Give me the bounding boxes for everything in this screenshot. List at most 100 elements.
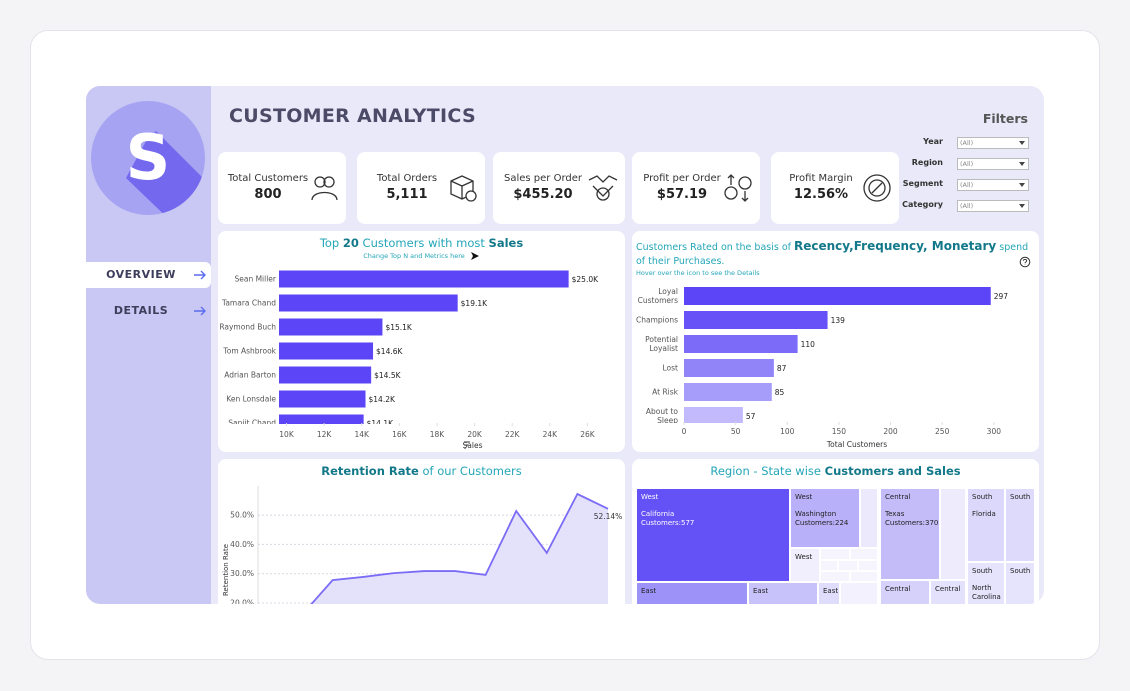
chart-title: Top 20 Customers with most Sales xyxy=(218,236,625,250)
chevron xyxy=(1019,204,1025,208)
page-title: CUSTOMER ANALYTICS xyxy=(229,105,476,127)
cell-state: Florida xyxy=(972,510,996,518)
subtitle-text: Hover over the icon to see the Details xyxy=(636,269,760,277)
bar-value-label: $19.1K xyxy=(461,299,488,308)
bar-value-label: $25.0K xyxy=(572,275,599,284)
bar xyxy=(279,270,569,288)
dropdown-chevron xyxy=(1019,141,1025,145)
filter-value: (All) xyxy=(960,202,974,210)
treemap-cell[interactable]: South North Carolina xyxy=(967,562,1005,604)
category-label: Tom Ashbrook xyxy=(223,346,276,356)
chevron xyxy=(1019,141,1025,145)
title-part: Sales xyxy=(488,236,524,250)
sidebar: S OVERVIEW DETAILS xyxy=(86,86,211,604)
arrow-icon xyxy=(194,306,206,316)
x-tick-label: 0 xyxy=(682,427,687,436)
nav-item[interactable]: OVERVIEW xyxy=(86,262,211,288)
treemap-cell[interactable]: East xyxy=(748,582,818,604)
nav: OVERVIEW DETAILS xyxy=(86,86,211,386)
filter-label: Segment xyxy=(902,179,943,188)
treemap-cell[interactable]: West California Customers:577 xyxy=(636,488,790,582)
treemap-cell-empty xyxy=(860,488,878,548)
category-label: Sanjit Chand xyxy=(228,418,276,425)
treemap-cell-empty xyxy=(820,548,850,560)
icon-part xyxy=(311,191,338,201)
treemap-cell[interactable]: South xyxy=(1005,562,1035,604)
filter-dropdown[interactable]: (All) xyxy=(957,158,1029,170)
x-tick-label: 22K xyxy=(505,430,521,439)
filter-dropdown[interactable]: (All) xyxy=(957,137,1029,149)
cell-region: East xyxy=(753,587,769,595)
x-tick-label: 200 xyxy=(883,427,898,436)
treemap-cell[interactable]: East xyxy=(818,582,840,604)
treemap-cell[interactable]: East xyxy=(636,582,748,604)
bar xyxy=(279,318,383,336)
treemap-cell[interactable]: Central Texas Customers:370 xyxy=(880,488,940,580)
kpi-label: Total Customers xyxy=(227,173,309,184)
help-mark xyxy=(1022,259,1028,265)
plot-area: 297 139 110 87 85 57 Loyal Customers Champions P… xyxy=(632,231,1039,423)
cell-region: Central xyxy=(935,585,961,593)
bar-value-label: 139 xyxy=(831,316,846,325)
help-icon[interactable] xyxy=(1019,256,1031,268)
logo-letter: S xyxy=(126,121,171,194)
bar-value-label: 297 xyxy=(994,292,1009,301)
bar-value-label: $14.2K xyxy=(369,395,396,404)
icon-part xyxy=(727,174,749,202)
filter-dropdown[interactable]: (All) xyxy=(957,179,1029,191)
cell-label: Customers:370 xyxy=(885,519,939,527)
treemap-cell[interactable]: South Florida xyxy=(967,488,1005,562)
cell-region: South xyxy=(1010,493,1031,501)
treemap-cell-empty xyxy=(820,560,838,571)
x-axis-title: Total Customers xyxy=(826,440,887,449)
category-label: Sean Miller xyxy=(234,274,276,284)
treemap-cell-empty xyxy=(858,560,878,571)
x-tick-label: 50 xyxy=(731,427,741,436)
treemap-cell[interactable]: Central xyxy=(930,580,966,604)
cell-label: Customers:577 xyxy=(641,519,695,527)
filter-value: (All) xyxy=(960,139,974,147)
kpi-value: 800 xyxy=(254,187,282,202)
category-label: About to Sleep xyxy=(645,407,678,423)
chart-panel: Retention Rate of our Customers 20.0% 30.0… xyxy=(218,459,625,604)
nav-item[interactable]: DETAILS xyxy=(86,298,211,324)
filter-dropdown[interactable]: (All) xyxy=(957,200,1029,212)
title-part: Top xyxy=(319,236,343,250)
logo: S xyxy=(91,101,205,215)
treemap-cell[interactable]: Central xyxy=(880,580,930,604)
cell-region: South xyxy=(1010,567,1031,575)
category-label: Potential Loyalist xyxy=(645,335,678,353)
bar-value-label: 110 xyxy=(801,340,816,349)
chevron xyxy=(1019,183,1025,187)
treemap-cell[interactable]: West Washington Customers:224 xyxy=(790,488,860,548)
treemap-cell-empty xyxy=(850,571,878,582)
plot-area: $25.0K $19.1K $15.1K $14.6K $14.5K $14.2K $14.… xyxy=(218,231,625,424)
chart-subtitle: Hover over the icon to see the Details xyxy=(636,269,1031,277)
treemap-cell[interactable]: West xyxy=(790,548,820,582)
chart-title: Retention Rate of our Customers xyxy=(218,464,625,478)
icon-part xyxy=(465,190,477,202)
bar-value-label: $14.5K xyxy=(374,371,401,380)
kpi-value: $57.19 xyxy=(656,187,708,202)
icon-part xyxy=(738,176,752,190)
x-tick-label: 14K xyxy=(355,430,371,439)
icon-part xyxy=(596,187,610,201)
category-label: Raymond Buch xyxy=(219,322,276,332)
kpi-value: $455.20 xyxy=(513,187,573,202)
cell-region: West xyxy=(795,553,813,561)
title-part: Customers and Sales xyxy=(824,464,961,478)
kpi-card: Total Orders 5,111 xyxy=(357,152,485,224)
dropdown-chevron xyxy=(1019,162,1025,166)
x-tick-label: 300 xyxy=(987,427,1002,436)
kpi-icon xyxy=(863,174,891,202)
chevron xyxy=(1019,162,1025,166)
line xyxy=(310,492,609,604)
bar xyxy=(684,383,772,401)
chart-panel: Top 20 Customers with most Sales Change T… xyxy=(218,231,625,452)
treemap-cell[interactable]: South xyxy=(1005,488,1035,562)
chart-panel: Region - State wise Customers and Sales W… xyxy=(632,459,1039,604)
kpi-label: Profit per Order xyxy=(643,173,721,184)
kpi-card: Total Customers 800 xyxy=(218,152,346,224)
arrow-icon xyxy=(194,270,206,280)
filter-value: (All) xyxy=(960,160,974,168)
